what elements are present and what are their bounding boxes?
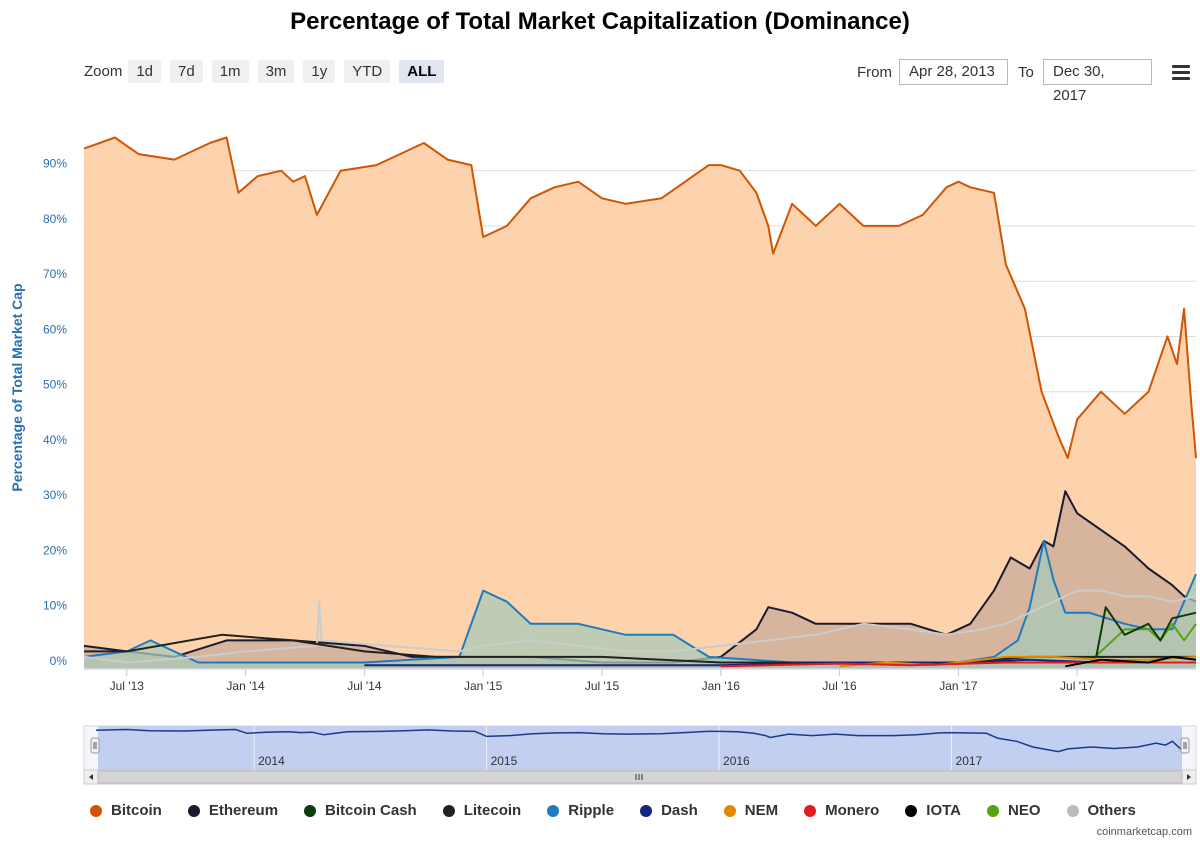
legend-item-bitcoin-cash[interactable]: Bitcoin Cash [304, 802, 417, 819]
zoom-all-button[interactable]: ALL [399, 60, 445, 83]
navigator-left-handle[interactable] [90, 737, 100, 754]
ripple-line [83, 539, 1197, 664]
legend-marker-icon [442, 804, 455, 817]
y-tick-label: 20% [43, 543, 67, 557]
navigator-right-handle[interactable] [1180, 737, 1190, 754]
bitcoin-area [84, 137, 1196, 668]
legend-item-bitcoin[interactable]: Bitcoin [90, 802, 162, 819]
y-tick-label: 90% [43, 157, 67, 171]
y-axis-label: Percentage of Total Market Cap [9, 283, 25, 491]
y-tick-label: 40% [43, 433, 67, 447]
legend-marker-icon [804, 804, 817, 817]
ethereum-line [83, 490, 1197, 664]
y-tick-label: 30% [43, 488, 67, 502]
x-tick-label: Jan '14 [226, 679, 265, 693]
legend-label: Ripple [568, 802, 615, 819]
zoom-1m-button[interactable]: 1m [211, 60, 249, 83]
legend-marker-icon [547, 804, 560, 817]
zoom-label: Zoom [84, 63, 123, 80]
y-tick-label: 70% [43, 267, 67, 281]
y-tick-label: 60% [43, 322, 67, 336]
legend-item-dash[interactable]: Dash [640, 802, 698, 819]
chart-title: Percentage of Total Market Capitalizatio… [290, 8, 910, 35]
zoom-1y-button[interactable]: 1y [303, 60, 336, 83]
y-tick-label: 80% [43, 212, 67, 226]
x-tick-label: Jul '15 [585, 679, 620, 693]
credit-text: coinmarketcap.com [1096, 826, 1192, 838]
x-tick-label: Jul '17 [1060, 679, 1095, 693]
ripple-area [84, 540, 1196, 668]
legend-marker-icon [987, 804, 999, 817]
x-tick-label: Jan '17 [939, 679, 978, 693]
legend-item-litecoin[interactable]: Litecoin [442, 802, 522, 819]
navigator-year-label: 2014 [258, 754, 285, 768]
legend-label: Ethereum [208, 802, 279, 819]
x-tick-label: Jul '14 [347, 679, 382, 693]
zoom-controls: Zoom 1d 7d 1m 3m 1y YTD ALL [84, 60, 453, 83]
y-tick-label: 50% [43, 378, 67, 392]
legend-item-others[interactable]: Others [1066, 802, 1136, 819]
legend-label: Others [1087, 802, 1136, 819]
legend-label: NEM [744, 802, 779, 819]
iota-line [1065, 655, 1197, 668]
navigator-year-label: 2017 [956, 754, 983, 768]
x-tick-label: Jan '15 [464, 679, 503, 693]
zoom-1d-button[interactable]: 1d [128, 60, 162, 83]
legend-marker-icon [905, 804, 918, 817]
legend-label: NEO [1008, 802, 1041, 819]
legend-item-neo[interactable]: NEO [987, 802, 1041, 819]
legend-item-ripple[interactable]: Ripple [547, 802, 614, 819]
scroll-right-arrow-icon[interactable] [1187, 774, 1191, 780]
legend-marker-icon [1066, 804, 1079, 817]
from-date-input[interactable]: Apr 28, 2013 [899, 59, 1008, 85]
y-tick-label: 10% [43, 599, 67, 613]
legend-item-nem[interactable]: NEM [723, 802, 779, 819]
zoom-3m-button[interactable]: 3m [257, 60, 295, 83]
navigator-year-label: 2015 [491, 754, 518, 768]
bitcoin-line [83, 136, 1197, 459]
legend: Bitcoin Ethereum Bitcoin Cash Litecoin Rippl… [90, 802, 1162, 819]
legend-label: Litecoin [463, 802, 522, 819]
legend-item-iota[interactable]: IOTA [905, 802, 961, 819]
legend-marker-icon [304, 804, 317, 817]
zoom-ytd-button[interactable]: YTD [344, 60, 391, 83]
x-tick-label: Jul '13 [110, 679, 145, 693]
bitcoin-cash-line [1095, 606, 1197, 658]
legend-label: IOTA [926, 802, 961, 819]
hamburger-menu-icon[interactable] [1172, 65, 1190, 81]
navigator-line [95, 728, 1185, 753]
legend-marker-icon [90, 804, 102, 817]
y-tick-label: 0% [50, 654, 68, 668]
legend-label: Bitcoin [111, 802, 162, 819]
x-tick-label: Jan '16 [702, 679, 741, 693]
nem-line [839, 655, 1197, 668]
legend-item-ethereum[interactable]: Ethereum [187, 802, 279, 819]
legend-label: Monero [825, 802, 880, 819]
legend-label: Bitcoin Cash [325, 802, 417, 819]
navigator-year-label: 2016 [723, 754, 750, 768]
legend-item-monero[interactable]: Monero [804, 802, 879, 819]
neo-line [1088, 622, 1197, 664]
legend-marker-icon [723, 804, 736, 817]
from-label: From [857, 64, 892, 81]
legend-marker-icon [640, 804, 653, 817]
scrollbar-thumb[interactable] [97, 770, 1183, 784]
zoom-7d-button[interactable]: 7d [170, 60, 203, 83]
x-tick-label: Jul '16 [822, 679, 857, 693]
legend-marker-icon [187, 804, 200, 817]
to-label: To [1018, 64, 1034, 81]
scroll-left-arrow-icon[interactable] [89, 774, 93, 780]
to-date-input[interactable]: Dec 30, 2017 [1043, 59, 1152, 104]
others-line [83, 589, 1197, 664]
legend-label: Dash [661, 802, 698, 819]
